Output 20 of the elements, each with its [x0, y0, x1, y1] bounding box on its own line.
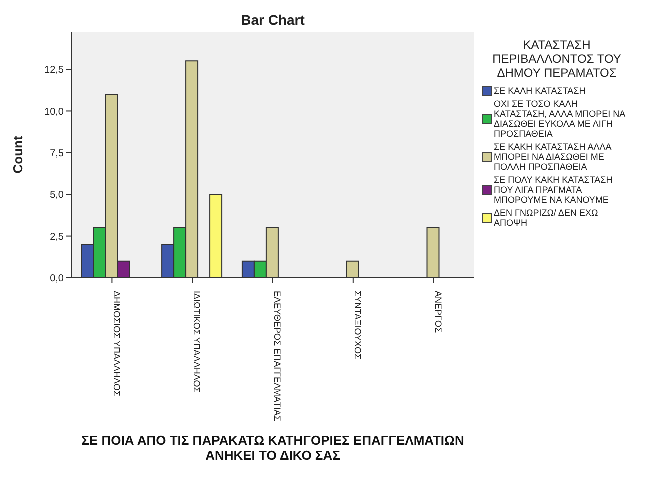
- legend-label: ΣΕ ΚΑΚΗ ΚΑΤΑΣΤΑΣΗ ΑΛΛΑ ΜΠΟΡΕΙ ΝΑ ΔΙΑΣΩΘΕΙ ΜΕ ΠΟΛΛΗ ΠΡΟΣΠΑΘΕΙΑ: [494, 142, 613, 172]
- legend-label: ΣΕ ΠΟΛΥ ΚΑΚΗ ΚΑΤΑΣΤΑΣΗ ΠΟΥ ΛΙΓΑ ΠΡΑΓΜΑΤΑ ΜΠΟΡΟΥΜΕ ΝΑ ΚΑΝΟΥΜΕ: [494, 175, 614, 205]
- x-tick-label: ΙΔΙΩΤΙΚΟΣ ΥΠΑΛΛΗΛΟΣ: [192, 291, 202, 394]
- y-tick-label: 0,0: [50, 274, 64, 285]
- legend-label: ΟΧΙ ΣΕ ΤΟΣΟ ΚΑΛΗ ΚΑΤΑΣΤΑΣΗ, ΑΛΛΑ ΜΠΟΡΕΙ ΝΑ ΔΙΑΣΩΘΕΙ ΕΥΚΟΛΑ ΜΕ ΛΙΓΗ ΠΡΟΣΠΑΘΕΙΑ: [494, 99, 626, 139]
- x-tick-label: ΕΛΕΥΘΕΡΟΣ ΕΠΑΓΓΕΛΜΑΤΙΑΣ: [272, 291, 283, 422]
- y-tick-label: 12,5: [44, 65, 64, 76]
- legend-label: ΔΕΝ ΓΝΩΡΙΖΩ/ ΔΕΝ ΕΧΩ ΑΠΟΨΗ: [494, 208, 600, 228]
- y-axis-title: Count: [10, 136, 26, 174]
- legend-title: ΚΑΤΑΣΤΑΣΗ ΠΕΡΙΒΑΛΛΟΝΤΟΣ ΤΟΥ ΔΗΜΟΥ ΠΕΡΑΜΑΤΟΣ: [492, 38, 622, 80]
- y-tick-label: 10,0: [44, 106, 64, 118]
- x-axis-title: ΣΕ ΠΟΙΑ ΑΠΟ ΤΙΣ ΠΑΡΑΚΑΤΩ ΚΑΤΗΓΟΡΙΕΣ ΕΠΑΓΓΕΛΜΑΤΙΩΝ ΑΝΗΚΕΙ ΤΟ ΔΙΚΟ ΣΑΣ: [80, 433, 466, 463]
- x-tick-label: ΑΝΕΡΓΟΣ: [433, 291, 444, 334]
- x-tick-label: ΣΥΝΤΑΞΙΟΥΧΟΣ: [353, 291, 364, 360]
- y-tick-label: 5,0: [50, 190, 64, 202]
- y-tick-label: 7,5: [50, 148, 64, 160]
- chart-title: Bar Chart: [240, 12, 306, 28]
- x-tick-label: ΔΗΜΟΣΙΟΣ ΥΠΑΛΛΗΛΟΣ: [112, 291, 122, 397]
- legend-label: ΣΕ ΚΑΛΗ ΚΑΤΑΣΤΑΣΗ: [494, 86, 586, 96]
- y-tick-label: 2,5: [50, 232, 64, 243]
